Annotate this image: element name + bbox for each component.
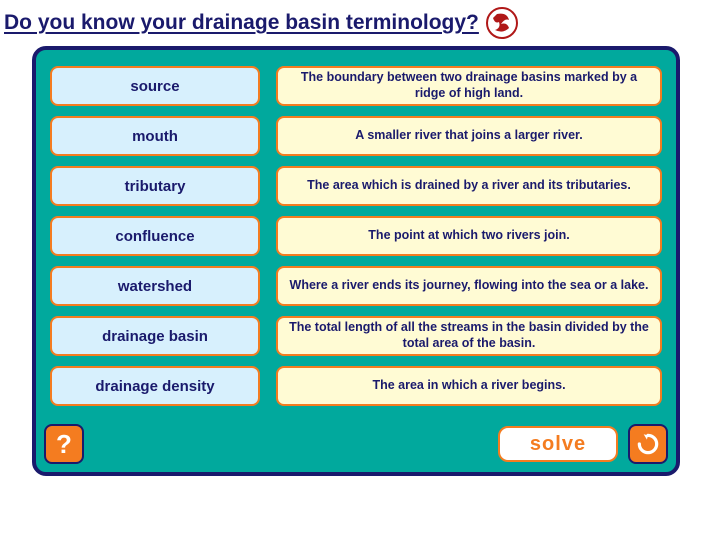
definition-card[interactable]: The area in which a river begins. (276, 366, 662, 406)
page-title: Do you know your drainage basin terminol… (4, 11, 479, 35)
undo-arrow-icon (635, 431, 661, 457)
definition-card[interactable]: The total length of all the streams in t… (276, 316, 662, 356)
term-card-mouth[interactable]: mouth (50, 116, 260, 156)
term-card-drainage-density[interactable]: drainage density (50, 366, 260, 406)
terms-column: source mouth tributary confluence waters… (50, 62, 260, 422)
definition-card[interactable]: The point at which two rivers join. (276, 216, 662, 256)
term-card-drainage-basin[interactable]: drainage basin (50, 316, 260, 356)
term-card-confluence[interactable]: confluence (50, 216, 260, 256)
bottom-bar: ? solve (44, 422, 668, 466)
definition-card[interactable]: The boundary between two drainage basins… (276, 66, 662, 106)
help-button[interactable]: ? (44, 424, 84, 464)
definitions-column: The boundary between two drainage basins… (276, 62, 662, 422)
reset-button[interactable] (628, 424, 668, 464)
term-card-tributary[interactable]: tributary (50, 166, 260, 206)
definition-card[interactable]: A smaller river that joins a larger rive… (276, 116, 662, 156)
flash-player-icon (485, 6, 519, 40)
activity-frame: source mouth tributary confluence waters… (32, 46, 680, 476)
definition-card[interactable]: Where a river ends its journey, flowing … (276, 266, 662, 306)
solve-button[interactable]: solve (498, 426, 618, 462)
definition-card[interactable]: The area which is drained by a river and… (276, 166, 662, 206)
term-card-source[interactable]: source (50, 66, 260, 106)
term-card-watershed[interactable]: watershed (50, 266, 260, 306)
title-row: Do you know your drainage basin terminol… (0, 0, 720, 48)
